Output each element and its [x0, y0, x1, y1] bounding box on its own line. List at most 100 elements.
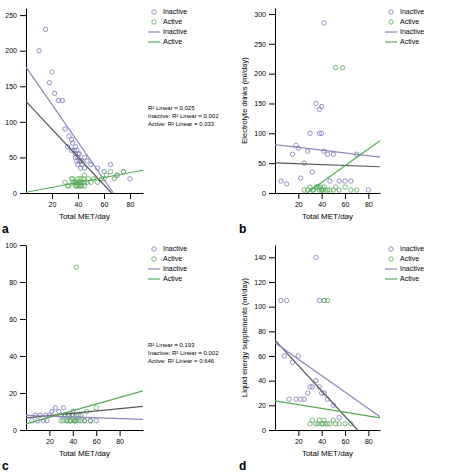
- legend-label: Inactive: [400, 8, 424, 15]
- x-axis-line: [27, 193, 144, 194]
- y-tick-label: 40: [9, 353, 17, 360]
- point: [94, 406, 98, 410]
- x-tick: 40: [318, 430, 326, 445]
- y-tick-label: 150: [5, 83, 17, 90]
- legend-entry: Active: [389, 18, 419, 25]
- y-tick-label: 250: [5, 12, 17, 19]
- regression-line: [26, 101, 112, 193]
- x-tick: 40: [318, 193, 326, 208]
- point: [88, 419, 92, 423]
- x-tick: 20: [49, 193, 57, 208]
- x-tick-mark: [298, 193, 299, 199]
- x-axis-title: Total MET/day: [59, 212, 110, 221]
- y-tick-label: 60: [9, 316, 17, 323]
- legend-symbol: [152, 20, 156, 24]
- y-tick-label: 100: [254, 130, 266, 137]
- x-tick: 80: [365, 430, 373, 445]
- y-tick: 100: [5, 242, 26, 249]
- legend-entry: Active: [385, 38, 419, 45]
- point: [85, 159, 89, 163]
- y-tick-mark: [20, 393, 26, 394]
- y-tick: 50: [258, 160, 275, 167]
- x-tick-label: 40: [318, 438, 326, 445]
- y-axis: 020406080100120140: [254, 246, 275, 434]
- legend-entry: Active: [385, 275, 419, 282]
- legend-entry: Active: [389, 255, 419, 262]
- y-tick: 100: [254, 303, 275, 310]
- y-axis-line: [26, 9, 27, 194]
- x-tick-mark: [52, 193, 53, 199]
- y-tick: 140: [254, 254, 275, 261]
- legend-label: Inactive: [163, 265, 187, 272]
- point: [82, 419, 86, 423]
- legend-entry: Inactive: [385, 28, 424, 35]
- point: [331, 188, 335, 192]
- point: [50, 70, 54, 74]
- legend-symbol: [385, 268, 397, 269]
- legend-entry: Inactive: [385, 265, 424, 272]
- y-axis: 050100150200250300: [254, 9, 275, 197]
- x-tick-label: 80: [365, 201, 373, 208]
- point: [37, 48, 41, 52]
- y-tick-mark: [269, 163, 275, 164]
- point: [325, 298, 329, 302]
- point: [340, 65, 344, 69]
- panel: 20406080050100150200250Total MET/dayInac…: [2, 8, 219, 236]
- x-tick-label: 60: [101, 201, 109, 208]
- x-axis-title: Total MET/day: [302, 449, 353, 458]
- y-tick-mark: [20, 319, 26, 320]
- y-axis: 020406080100: [5, 242, 26, 434]
- legend-label: Active: [400, 255, 419, 262]
- point: [53, 406, 57, 410]
- legend-label: Active: [163, 275, 182, 282]
- legend-label: Inactive: [163, 245, 187, 252]
- y-tick: 150: [254, 100, 275, 107]
- y-tick-label: 200: [254, 70, 266, 77]
- legend-symbol: [148, 31, 160, 32]
- plot-area: [26, 265, 143, 424]
- y-axis-title: Liquid energy supplements (ml/day): [240, 278, 249, 397]
- point: [314, 101, 318, 105]
- point: [308, 131, 312, 135]
- point: [128, 177, 132, 181]
- y-tick: 250: [5, 12, 26, 19]
- legend-entry: Active: [148, 38, 182, 45]
- x-tick: 80: [116, 430, 124, 445]
- y-tick-mark: [20, 51, 26, 52]
- y-tick-mark: [269, 381, 275, 382]
- y-tick: 200: [5, 47, 26, 54]
- point: [88, 419, 92, 423]
- y-tick-label: 150: [254, 100, 266, 107]
- point: [319, 104, 323, 108]
- y-tick: 200: [254, 70, 275, 77]
- legend-symbol: [148, 41, 160, 42]
- x-tick-mark: [322, 430, 323, 436]
- y-tick: 0: [262, 427, 275, 434]
- point: [305, 391, 309, 395]
- y-tick-mark: [20, 282, 26, 283]
- x-tick-mark: [130, 193, 131, 199]
- regression-line: [307, 141, 380, 193]
- point: [287, 397, 291, 401]
- point: [294, 397, 298, 401]
- legend-symbol: [152, 257, 156, 261]
- x-tick-label: 20: [46, 438, 54, 445]
- point: [328, 422, 332, 426]
- y-tick: 50: [9, 154, 26, 161]
- plot-area: [275, 255, 380, 430]
- x-axis-line: [276, 193, 381, 194]
- y-tick: 100: [5, 119, 26, 126]
- y-axis-line: [275, 9, 276, 194]
- legend-entry: Inactive: [148, 28, 187, 35]
- point: [337, 179, 341, 183]
- y-tick-label: 40: [258, 377, 266, 384]
- y-tick-mark: [20, 15, 26, 16]
- point: [337, 188, 341, 192]
- point: [325, 152, 329, 156]
- x-tick: 20: [295, 193, 303, 208]
- legend-label: Active: [163, 255, 182, 262]
- legend-label: Active: [400, 18, 419, 25]
- y-tick-mark: [269, 14, 275, 15]
- y-tick-label: 100: [254, 303, 266, 310]
- point: [74, 265, 78, 269]
